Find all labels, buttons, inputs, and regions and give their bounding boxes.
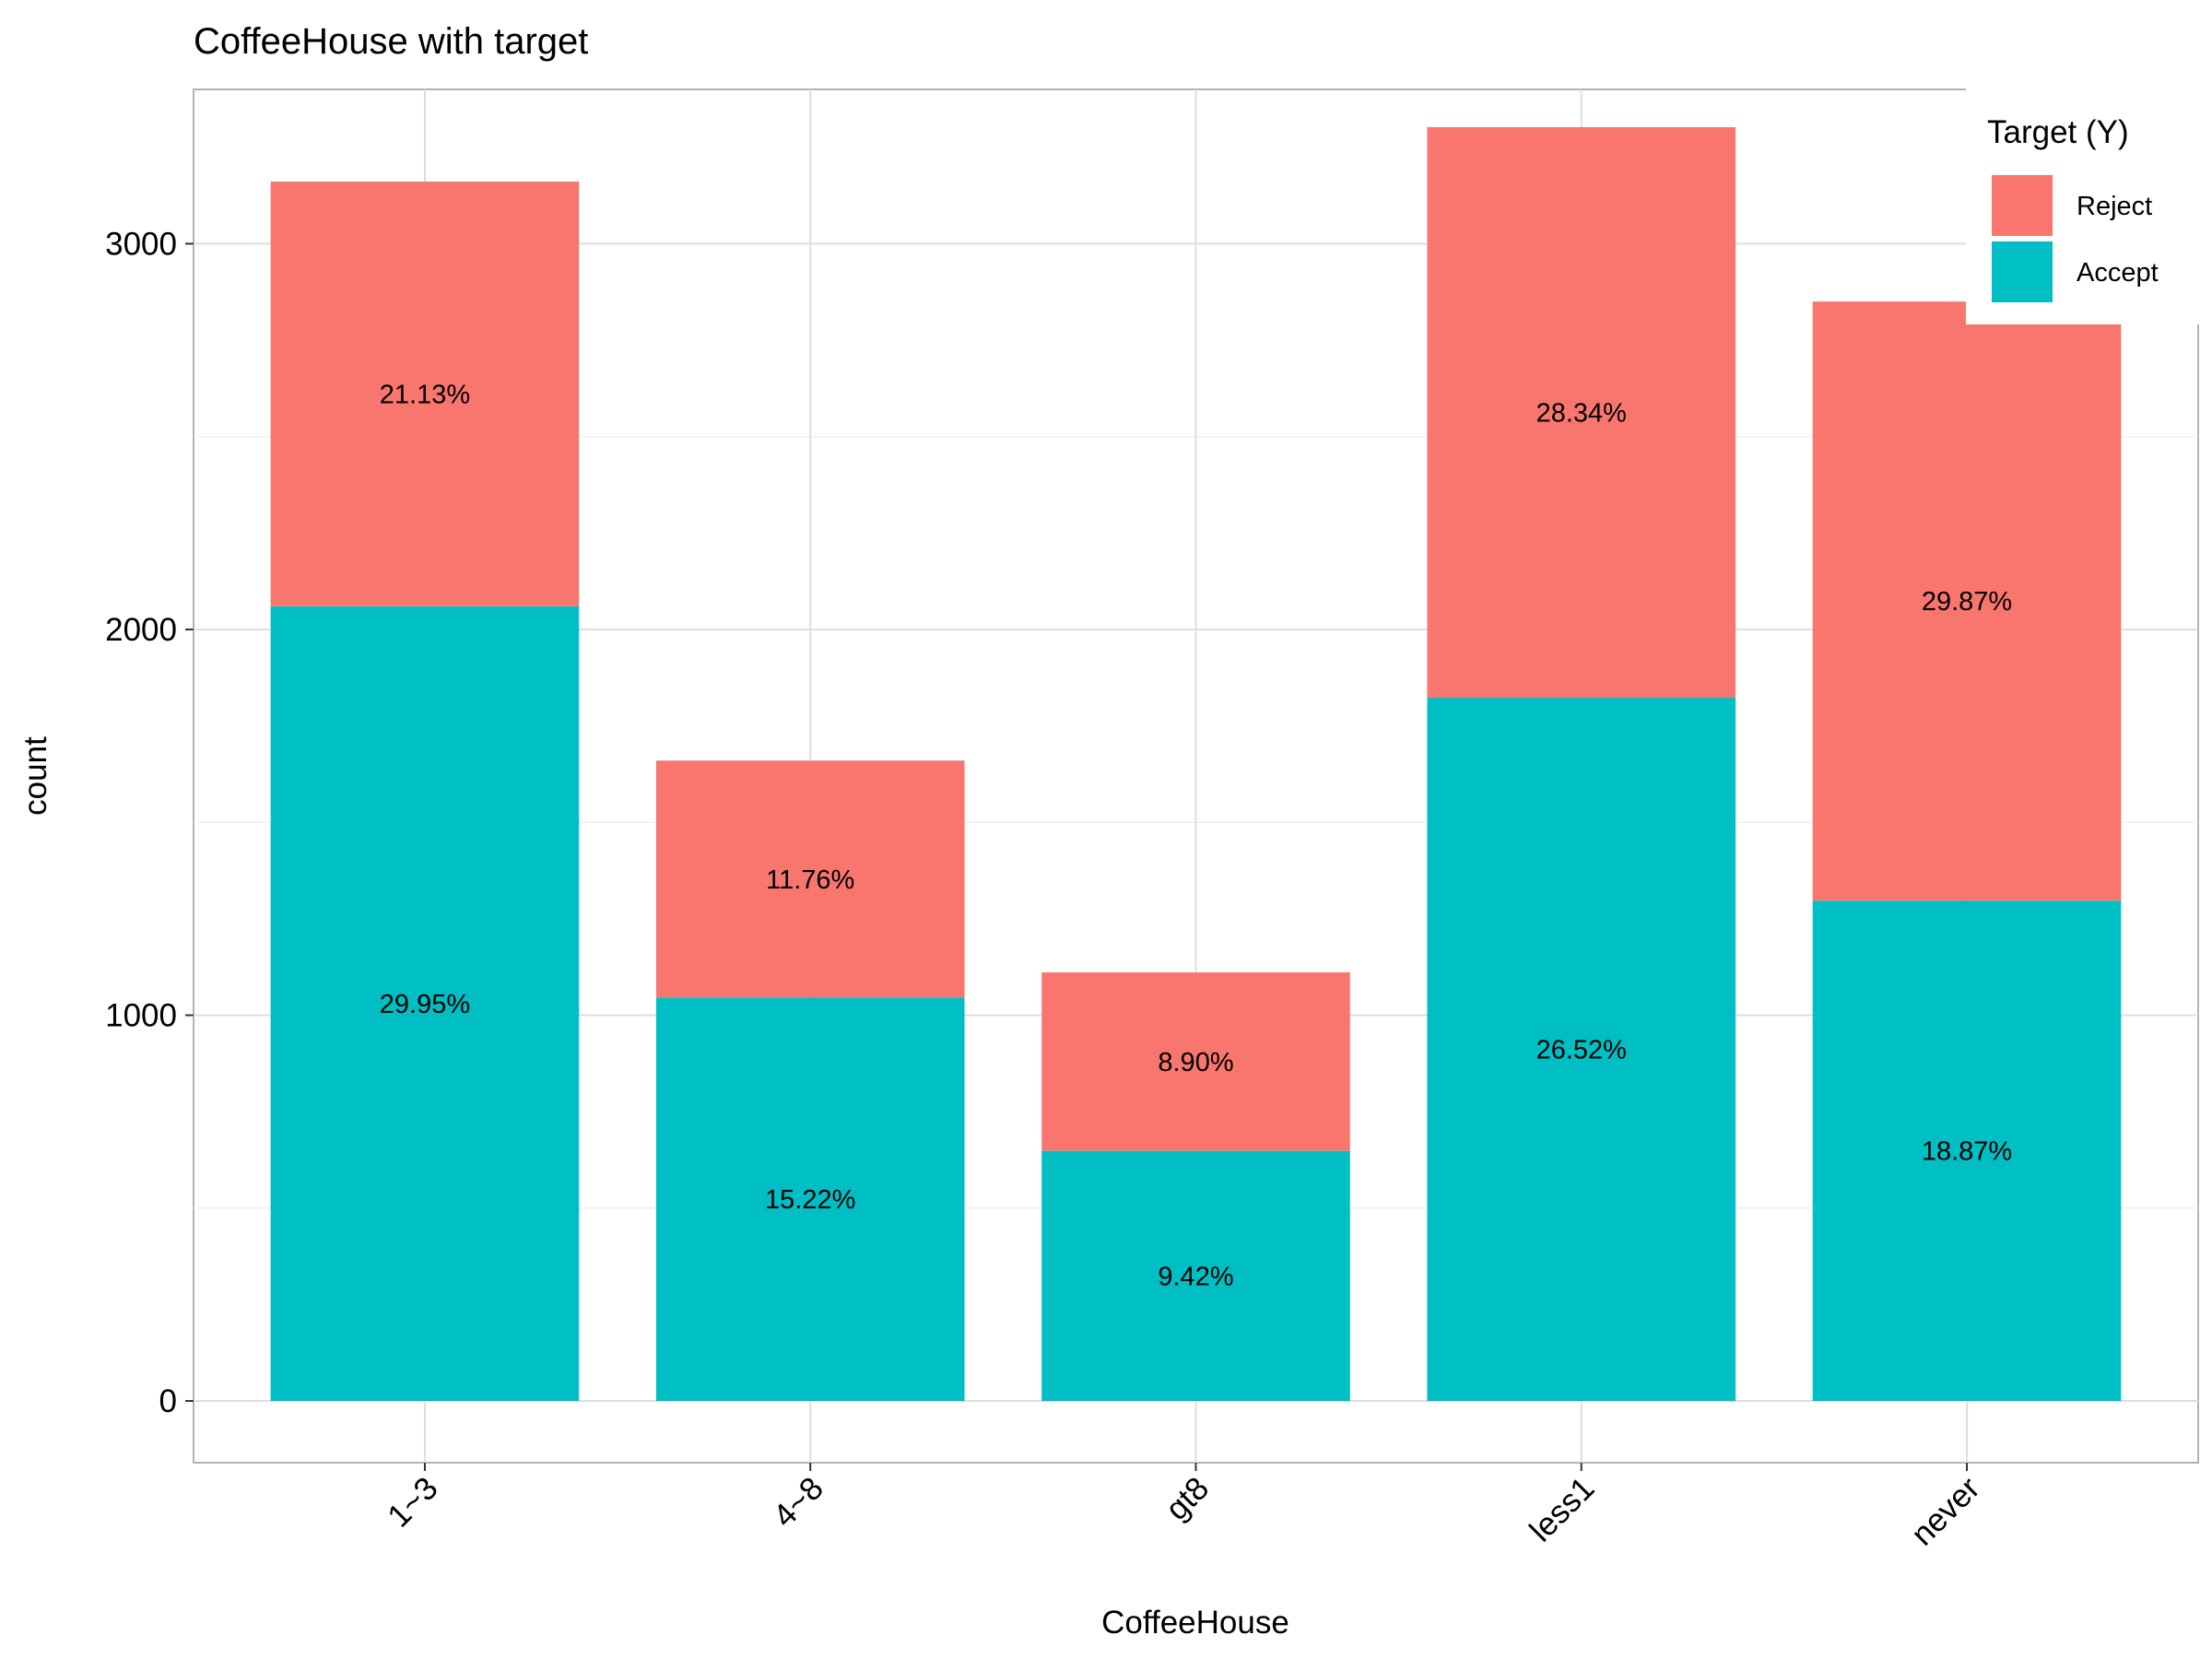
x-tick-label: less1 <box>1523 1470 1601 1548</box>
bar-label-accept-less1: 26.52% <box>1536 1036 1627 1065</box>
y-tick-label: 3000 <box>105 226 177 262</box>
bar-accept-less1 <box>1427 698 1736 1402</box>
bar-label-reject-less1: 28.34% <box>1536 399 1627 429</box>
bar-reject-4~8 <box>655 760 965 998</box>
bar-label-reject-never: 29.87% <box>1922 587 2012 617</box>
bar-labels: 29.95% 21.13% 15.22% 11.76% 9.42% 8.90% 26.52%… <box>380 380 2012 1291</box>
x-tick-label: never <box>1904 1470 1987 1553</box>
bar-label-reject-4~8: 11.76% <box>766 865 854 895</box>
bar-label-accept-never: 18.87% <box>1922 1137 2012 1167</box>
y-tick-label: 1000 <box>105 997 177 1033</box>
bar-accept-gt8 <box>1041 1150 1350 1402</box>
y-axis: 0 1000 2000 3000 <box>105 226 194 1419</box>
bar-reject-gt8 <box>1041 972 1350 1151</box>
legend-swatch-accept <box>1992 241 2053 302</box>
x-tick-label: 1~3 <box>381 1470 445 1535</box>
legend-title: Target (Y) <box>1987 114 2129 150</box>
y-axis-title: count <box>18 736 53 816</box>
bar-label-reject-1~3: 21.13% <box>380 380 470 409</box>
legend-swatch-reject <box>1992 175 2053 236</box>
x-tick-label: gt8 <box>1159 1470 1216 1527</box>
x-axis: 1~3 4~8 gt8 less1 never <box>381 1463 1987 1553</box>
legend: Target (Y) Reject Accept <box>1966 83 2206 324</box>
y-tick-label: 2000 <box>105 612 177 648</box>
x-tick-label: 4~8 <box>766 1470 830 1535</box>
bar-label-accept-gt8: 9.42% <box>1158 1262 1233 1291</box>
bar-label-reject-gt8: 8.90% <box>1158 1048 1233 1077</box>
bar-accept-4~8 <box>655 997 965 1402</box>
bar-accept-1~3 <box>270 606 580 1402</box>
bar-reject-never <box>1812 301 2122 901</box>
legend-label-accept: Accept <box>2077 258 2159 288</box>
legend-items: Reject Accept <box>1992 175 2159 302</box>
bar-accept-never <box>1812 900 2122 1402</box>
x-axis-title: CoffeeHouse <box>1101 1605 1289 1641</box>
legend-label-reject: Reject <box>2077 192 2152 221</box>
bars <box>270 127 2122 1402</box>
bar-label-accept-1~3: 29.95% <box>380 990 470 1019</box>
bar-label-accept-4~8: 15.22% <box>765 1185 855 1215</box>
chart-title: CoffeeHouse with target <box>194 21 588 62</box>
plot-panel: 29.95% 21.13% 15.22% 11.76% 9.42% 8.90% 26.52%… <box>193 88 2199 1464</box>
y-tick-label: 0 <box>159 1383 177 1419</box>
bar-reject-1~3 <box>270 182 580 606</box>
bar-reject-less1 <box>1427 127 1736 699</box>
